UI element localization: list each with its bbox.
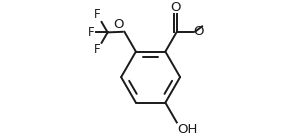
Text: F: F <box>94 8 101 21</box>
Text: O: O <box>113 18 124 31</box>
Text: F: F <box>94 43 101 56</box>
Text: O: O <box>170 1 181 14</box>
Text: O: O <box>194 25 204 38</box>
Text: F: F <box>88 26 95 39</box>
Text: OH: OH <box>177 123 198 136</box>
